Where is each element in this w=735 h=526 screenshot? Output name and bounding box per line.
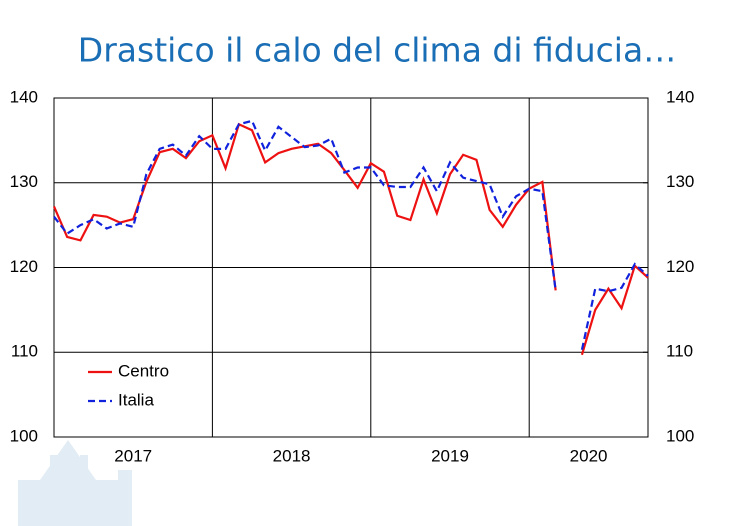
y2-tick-label: 110	[666, 342, 693, 361]
x-tick-label: 2019	[431, 446, 469, 465]
y-tick-label: 120	[10, 257, 38, 276]
chart-title: Drastico il calo del clima di fiducia…	[78, 31, 676, 70]
x-tick-label: 2018	[273, 446, 311, 465]
y-tick-label: 100	[10, 426, 38, 445]
watermark	[18, 440, 132, 526]
y-tick-label: 140	[10, 87, 38, 106]
y2-tick-label: 140	[666, 87, 694, 106]
y2-tick-label: 130	[666, 172, 694, 191]
y-tick-label: 130	[10, 172, 38, 191]
y2-tick-label: 120	[666, 257, 694, 276]
y2-tick-label: 100	[666, 426, 694, 445]
series-line	[52, 122, 649, 356]
series-line	[53, 119, 649, 350]
legend-label: Centro	[118, 361, 169, 380]
legend-label: Italia	[118, 390, 154, 409]
x-tick-label: 2020	[570, 446, 608, 465]
x-tick-label: 2017	[114, 446, 152, 465]
y-tick-label: 110	[11, 342, 38, 361]
